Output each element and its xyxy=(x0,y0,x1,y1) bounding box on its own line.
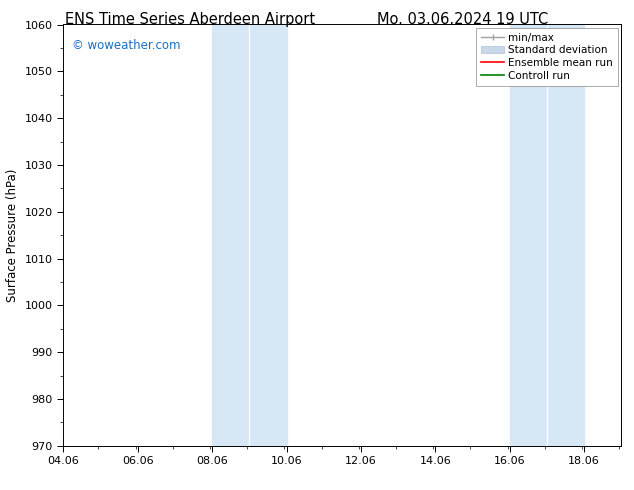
Text: © woweather.com: © woweather.com xyxy=(72,39,180,52)
Legend: min/max, Standard deviation, Ensemble mean run, Controll run: min/max, Standard deviation, Ensemble me… xyxy=(476,27,618,86)
Bar xyxy=(212,24,287,446)
Text: Mo. 03.06.2024 19 UTC: Mo. 03.06.2024 19 UTC xyxy=(377,12,548,27)
Y-axis label: Surface Pressure (hPa): Surface Pressure (hPa) xyxy=(6,169,19,302)
Text: ENS Time Series Aberdeen Airport: ENS Time Series Aberdeen Airport xyxy=(65,12,315,27)
Bar xyxy=(510,24,584,446)
